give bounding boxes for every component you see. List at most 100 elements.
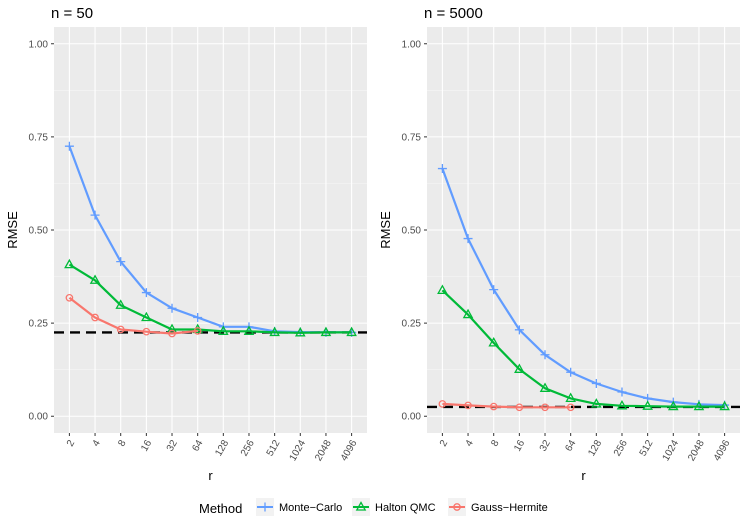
x-tick-label: 2 bbox=[65, 438, 78, 449]
y-tick-label: 1.00 bbox=[29, 39, 49, 50]
y-axis-label: RMSE bbox=[378, 211, 393, 249]
data-point bbox=[540, 350, 550, 360]
data-point bbox=[90, 210, 100, 220]
data-point bbox=[64, 141, 74, 151]
y-tick-label: 0.75 bbox=[29, 132, 49, 143]
x-tick-label: 64 bbox=[190, 438, 205, 454]
x-tick-label: 2048 bbox=[313, 438, 334, 463]
x-tick-label: 64 bbox=[563, 438, 578, 454]
series-halton-qmc bbox=[437, 284, 730, 411]
y-axis-label: RMSE bbox=[5, 211, 20, 249]
data-point bbox=[541, 403, 549, 412]
legend: Method Monte−Carlo Halton QMC Gauss−Hermite bbox=[199, 498, 548, 516]
data-point bbox=[463, 234, 473, 244]
x-tick-label: 4 bbox=[464, 438, 477, 449]
legend-label: Halton QMC bbox=[375, 502, 436, 514]
x-axis-label: r bbox=[581, 468, 586, 483]
data-point bbox=[566, 403, 575, 412]
x-tick-label: 256 bbox=[239, 438, 257, 458]
data-point bbox=[591, 398, 602, 408]
data-point bbox=[642, 400, 653, 410]
x-tick-label: 16 bbox=[512, 438, 527, 454]
data-point bbox=[488, 337, 500, 347]
data-point bbox=[243, 325, 255, 335]
legend-key-marker bbox=[453, 503, 461, 511]
x-tick-label: 2 bbox=[438, 438, 451, 449]
series-gauss-hermite bbox=[438, 400, 575, 412]
data-point bbox=[91, 313, 99, 322]
data-point bbox=[616, 399, 628, 410]
y-tick-label: 0.25 bbox=[402, 319, 422, 330]
series-halton-qmc bbox=[64, 258, 357, 337]
series-line bbox=[68, 296, 198, 335]
x-tick-label: 2048 bbox=[686, 438, 707, 463]
y-tick-label: 0.25 bbox=[29, 319, 49, 330]
data-point bbox=[116, 325, 125, 334]
data-point bbox=[667, 400, 679, 411]
data-point bbox=[193, 313, 203, 323]
data-point bbox=[167, 303, 177, 313]
legend-label: Monte−Carlo bbox=[279, 502, 342, 514]
legend-key-marker bbox=[355, 501, 367, 511]
legend-item: Halton QMC bbox=[352, 498, 436, 516]
data-point bbox=[566, 367, 576, 377]
x-tick-label: 1024 bbox=[288, 438, 309, 463]
data-point bbox=[168, 329, 176, 338]
x-tick-label: 4096 bbox=[339, 438, 360, 463]
x-tick-label: 256 bbox=[612, 438, 630, 458]
y-tick-label: 0.50 bbox=[29, 226, 49, 237]
data-point bbox=[464, 401, 472, 410]
data-point bbox=[514, 325, 524, 335]
data-point bbox=[437, 284, 448, 294]
data-point bbox=[591, 378, 601, 388]
x-tick-label: 16 bbox=[139, 438, 154, 454]
panel-1: 0.00 0.25 0.50 0.75 1.00 2 4 8 16 32 64 128 256 512 10… bbox=[5, 5, 367, 483]
y-tick-label: 1.00 bbox=[402, 39, 422, 50]
data-point bbox=[437, 164, 447, 174]
x-tick-label: 512 bbox=[638, 438, 656, 458]
data-point bbox=[320, 326, 332, 337]
data-point bbox=[539, 382, 551, 392]
y-tick-label: 0.75 bbox=[402, 132, 422, 143]
data-point bbox=[65, 293, 74, 302]
data-point bbox=[462, 308, 474, 319]
y-tick-label: 0.00 bbox=[402, 412, 422, 423]
series-monte-carlo bbox=[437, 164, 730, 410]
x-tick-label: 32 bbox=[538, 438, 553, 454]
data-point bbox=[294, 326, 306, 337]
panel-title: n = 50 bbox=[51, 5, 93, 22]
data-point bbox=[617, 387, 627, 397]
x-tick-label: 512 bbox=[265, 438, 283, 458]
x-tick-label: 128 bbox=[213, 438, 231, 458]
data-point bbox=[515, 403, 524, 412]
data-point bbox=[64, 258, 75, 269]
series-line bbox=[68, 263, 352, 334]
data-point bbox=[565, 392, 576, 403]
series-gauss-hermite bbox=[65, 293, 202, 338]
data-point bbox=[115, 299, 127, 309]
legend-item: Gauss−Hermite bbox=[448, 498, 548, 516]
y-tick-label: 0.00 bbox=[29, 412, 49, 423]
data-point bbox=[514, 363, 525, 373]
data-point bbox=[269, 326, 280, 337]
x-tick-label: 4096 bbox=[712, 438, 733, 463]
series-line bbox=[441, 289, 725, 408]
x-tick-label: 8 bbox=[489, 438, 502, 449]
x-tick-label: 8 bbox=[116, 438, 129, 449]
y-tick-label: 0.50 bbox=[402, 226, 422, 237]
data-point bbox=[116, 257, 126, 267]
data-point bbox=[218, 325, 229, 335]
data-point bbox=[89, 274, 101, 284]
panel-2: 0.00 0.25 0.50 0.75 1.00 2 4 8 16 32 64 128 256 512 10… bbox=[378, 5, 740, 483]
data-point bbox=[193, 327, 202, 335]
data-point bbox=[438, 400, 447, 408]
x-tick-label: 4 bbox=[91, 438, 104, 449]
x-tick-label: 128 bbox=[586, 438, 604, 458]
data-point bbox=[141, 288, 151, 298]
data-point bbox=[346, 326, 357, 337]
data-point bbox=[489, 285, 499, 295]
legend-item: Monte−Carlo bbox=[256, 498, 342, 516]
legend-label: Gauss−Hermite bbox=[471, 502, 548, 514]
series-line bbox=[442, 402, 571, 409]
